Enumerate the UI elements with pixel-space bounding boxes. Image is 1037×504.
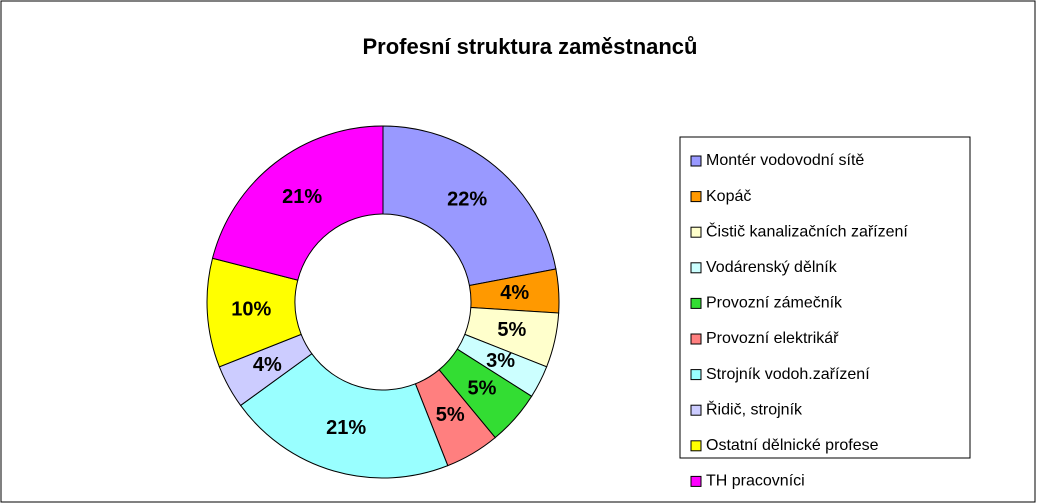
data-label: 21%	[326, 417, 366, 439]
legend-label: Řidič, strojník	[706, 399, 803, 418]
data-label: 21%	[282, 186, 322, 208]
legend-swatch	[690, 226, 702, 238]
donut-slice	[211, 125, 384, 281]
legend-label: Čistič kanalizačních zařízení	[706, 221, 908, 240]
legend-label: Kopáč	[706, 188, 751, 205]
legend-label: TH pracovníci	[706, 473, 805, 490]
data-label: 5%	[497, 319, 526, 341]
legend-swatch	[690, 262, 702, 274]
legend-swatch	[690, 333, 702, 345]
data-label: 22%	[447, 189, 487, 211]
legend-label: Strojník vodoh.zařízení	[706, 366, 870, 383]
donut-slice	[382, 125, 557, 287]
data-label: 5%	[436, 404, 465, 426]
data-label: 4%	[253, 354, 282, 376]
legend-swatch	[690, 404, 702, 416]
chart-title: Profesní struktura zaměstnanců	[363, 34, 698, 59]
data-label: 3%	[486, 350, 515, 372]
donut-slice	[239, 353, 449, 479]
legend-label: Montér vodovodní sítě	[706, 152, 864, 169]
data-label: 4%	[500, 282, 529, 304]
data-label: 5%	[468, 378, 497, 400]
legend-label: Vodárenský dělník	[706, 259, 838, 276]
legend-swatch	[690, 191, 702, 203]
data-label: 10%	[231, 299, 271, 321]
legend-swatch	[690, 297, 702, 309]
legend-swatch	[690, 369, 702, 381]
legend-label: Provozní zámečník	[706, 295, 843, 312]
legend-label: Provozní elektrikář	[706, 330, 839, 347]
legend-box	[679, 136, 971, 459]
legend-label: Ostatní dělnické profese	[706, 437, 879, 454]
legend-swatch	[690, 475, 702, 487]
legend-swatch	[690, 440, 702, 452]
legend-swatch	[690, 155, 702, 167]
